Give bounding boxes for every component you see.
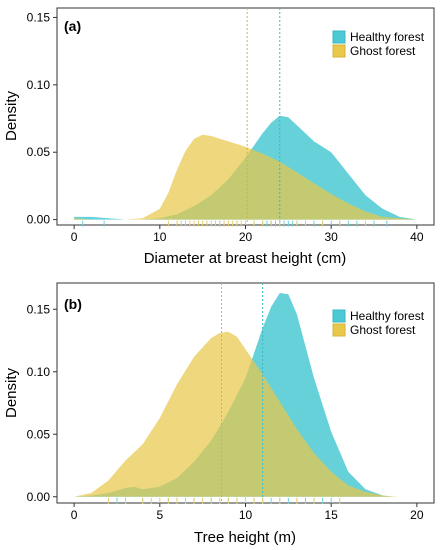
- x-axis-label-b: Tree height (m): [194, 529, 296, 546]
- density-area-ghost-a: [74, 134, 417, 220]
- legend-swatch-healthy-b: [332, 309, 346, 323]
- legend-b: Healthy forest Ghost forest: [332, 309, 425, 337]
- density-area-ghost-b: [74, 331, 417, 497]
- x-tick-label-b: 20: [410, 508, 424, 522]
- axes-b: 0 5 10 15 20 0.00 0.05 0.10 0.15: [27, 302, 424, 522]
- legend-label-healthy-b: Healthy forest: [350, 309, 425, 323]
- y-tick-label-b: 0.00: [27, 490, 51, 504]
- y-tick-label-b: 0.05: [27, 427, 51, 441]
- legend-swatch-ghost-b: [332, 323, 346, 337]
- x-tick-label-a: 20: [239, 230, 253, 244]
- legend-label-healthy-a: Healthy forest: [350, 30, 425, 44]
- axes-a: 0 10 20 30 40 0.00 0.05 0.10 0.15: [27, 10, 424, 244]
- y-tick-label-b: 0.10: [27, 365, 51, 379]
- x-tick-label-a: 40: [410, 230, 424, 244]
- legend-a: Healthy forest Ghost forest: [332, 30, 425, 58]
- density-layer-b: [74, 283, 417, 504]
- panel-a: (a) Density Diameter at breast height (c…: [3, 7, 435, 267]
- x-tick-label-a: 0: [71, 230, 78, 244]
- y-tick-label-a: 0.05: [27, 145, 51, 159]
- legend-swatch-ghost-a: [332, 44, 346, 58]
- x-tick-label-b: 15: [325, 508, 339, 522]
- legend-label-ghost-b: Ghost forest: [350, 323, 416, 337]
- density-area-healthy-b: [74, 293, 392, 497]
- x-tick-label-a: 10: [153, 230, 167, 244]
- x-tick-label-b: 10: [239, 508, 253, 522]
- y-axis-label-b: Density: [3, 367, 20, 418]
- y-tick-label-a: 0.15: [27, 10, 51, 24]
- y-tick-label-a: 0.00: [27, 213, 51, 227]
- density-layer-a: [74, 8, 417, 227]
- legend-swatch-healthy-a: [332, 30, 346, 44]
- panel-b: (b) Density Tree height (m) Healthy fore…: [3, 282, 435, 546]
- x-axis-label-a: Diameter at breast height (cm): [144, 250, 347, 267]
- legend-label-ghost-a: Ghost forest: [350, 44, 416, 58]
- x-tick-label-b: 0: [71, 508, 78, 522]
- panel-label-a: (a): [64, 18, 81, 34]
- y-axis-label-a: Density: [3, 90, 20, 141]
- panel-label-b: (b): [64, 296, 82, 312]
- x-tick-label-b: 5: [156, 508, 163, 522]
- x-tick-label-a: 30: [325, 230, 339, 244]
- y-tick-label-a: 0.10: [27, 78, 51, 92]
- y-tick-label-b: 0.15: [27, 302, 51, 316]
